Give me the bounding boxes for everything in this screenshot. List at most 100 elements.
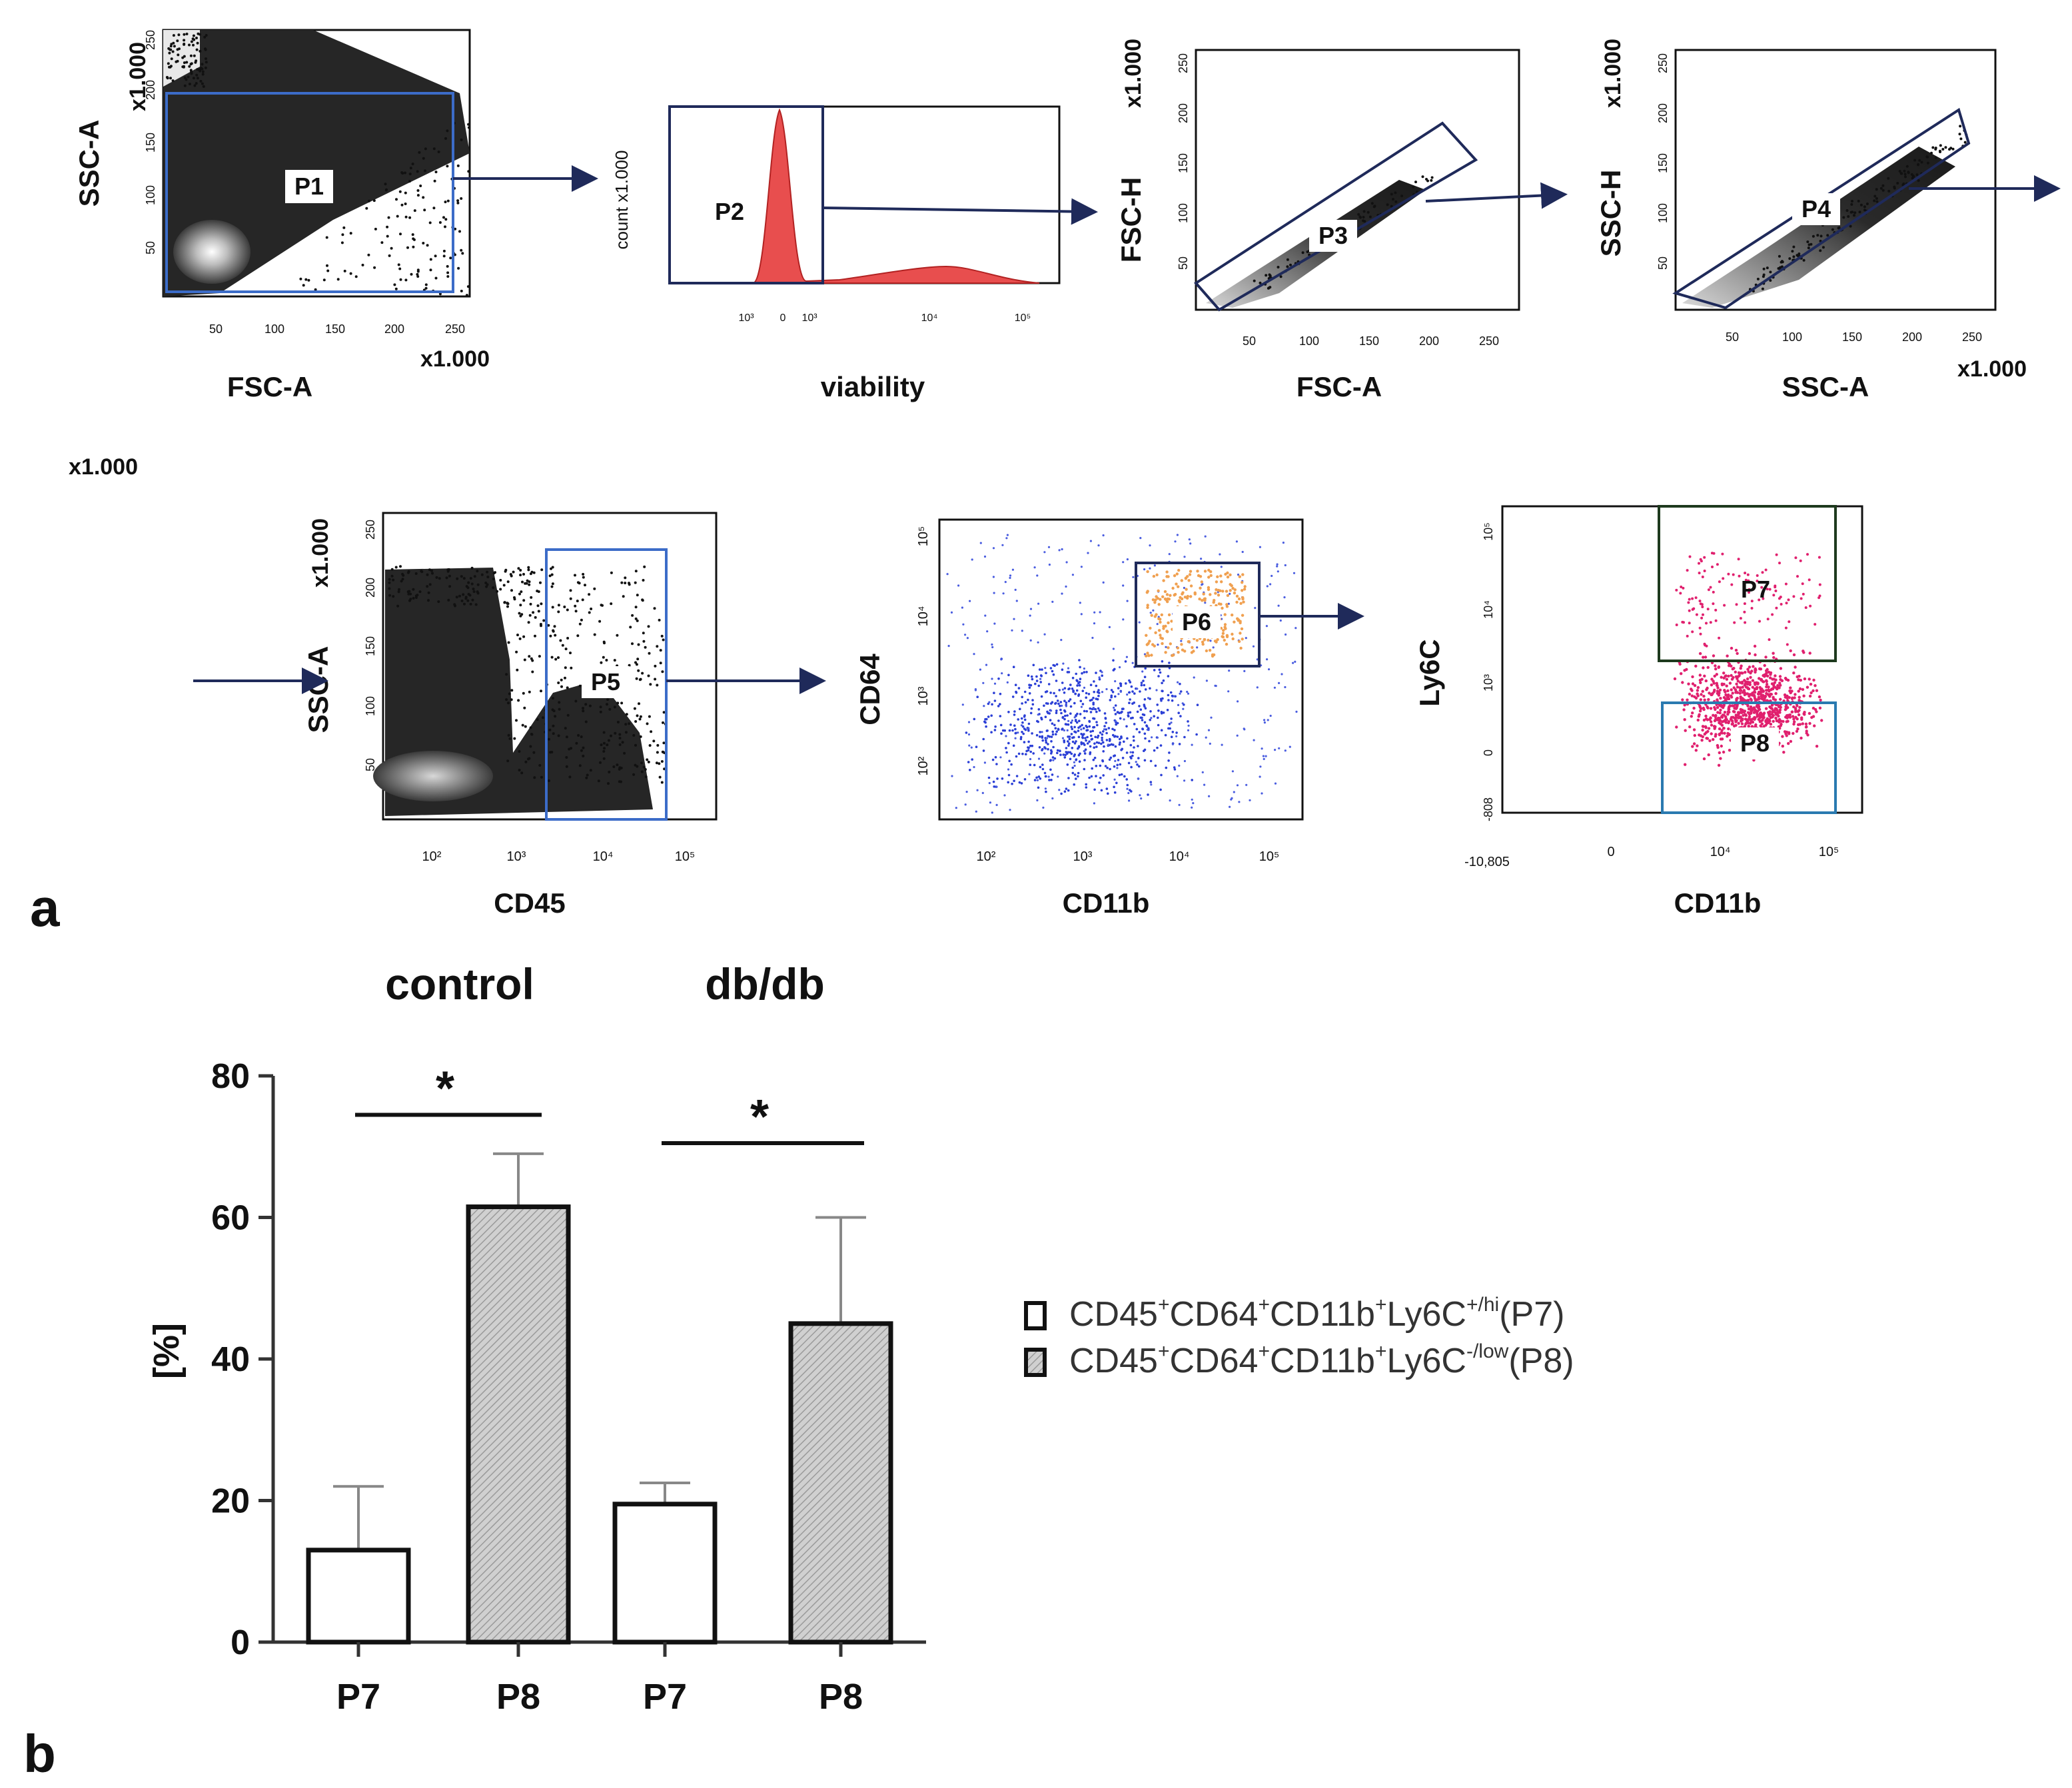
event-dot (610, 602, 613, 606)
event-dot (1050, 735, 1053, 738)
event-dot (428, 583, 432, 586)
event-dot (541, 716, 544, 719)
event-dot (1732, 686, 1736, 689)
event-dot (1186, 690, 1189, 693)
event-dot (1711, 566, 1714, 568)
event-dot (1168, 553, 1171, 556)
event-dot (1278, 747, 1281, 749)
xmult-p1: x1.000 (420, 346, 490, 372)
event-dot (1803, 677, 1807, 681)
event-dot (1728, 664, 1731, 668)
event-dot (1758, 707, 1762, 711)
event-dot (1241, 589, 1244, 592)
event-dot (1004, 581, 1007, 584)
event-dot (1137, 745, 1139, 747)
event-dot (1702, 718, 1706, 722)
event-dot (1762, 680, 1766, 683)
event-dot (1776, 686, 1780, 689)
event-dot (1115, 781, 1118, 785)
event-dot (426, 573, 429, 576)
event-dot (537, 610, 540, 613)
event-dot (1079, 713, 1082, 715)
event-dot (1812, 706, 1815, 710)
event-dot (1113, 755, 1115, 757)
event-dot (518, 637, 522, 640)
event-dot (1075, 672, 1077, 675)
significance-marks: ** (355, 1062, 864, 1145)
event-dot (1160, 613, 1164, 617)
event-dot (540, 568, 544, 572)
event-dot (1145, 643, 1149, 646)
event-dot (1722, 750, 1726, 754)
event-dot (540, 602, 543, 606)
event-dot (460, 139, 463, 141)
event-dot (1100, 742, 1103, 745)
event-dot (523, 706, 526, 709)
event-dot (570, 666, 573, 670)
event-dot (1217, 594, 1221, 597)
event-dot (1712, 590, 1715, 594)
event-dot (974, 688, 977, 691)
x-tick-label: P8 (496, 1677, 540, 1717)
event-dot (183, 55, 186, 58)
event-dot (399, 565, 402, 568)
event-dot (1720, 731, 1724, 735)
xtick-p7-a: -10,805 (1464, 855, 1510, 869)
event-dot (620, 581, 624, 584)
xtick-p1-250: 250 (445, 322, 465, 336)
event-dot (643, 565, 646, 568)
event-dot (1726, 713, 1730, 716)
event-dot (426, 585, 429, 588)
event-dot (1164, 733, 1167, 737)
event-dot (527, 568, 530, 572)
event-dot (1199, 586, 1202, 590)
event-dot (191, 37, 195, 41)
bar-p7 (612, 1502, 718, 1645)
event-dot (1715, 681, 1718, 685)
event-dot (1133, 723, 1136, 725)
event-dot (461, 252, 464, 255)
event-dot (565, 756, 568, 759)
event-dot (1140, 681, 1143, 684)
event-dot (1724, 721, 1728, 724)
event-dot (188, 83, 191, 86)
event-dot (476, 590, 479, 594)
event-dot (1817, 695, 1821, 699)
event-dot (1815, 710, 1818, 713)
event-dot (1879, 187, 1883, 190)
event-dot (1041, 731, 1043, 733)
event-dot (1853, 214, 1855, 217)
event-dot (1113, 668, 1116, 671)
event-dot (1813, 684, 1817, 687)
event-dot (661, 670, 664, 673)
event-dot (991, 811, 993, 814)
event-dot (636, 619, 639, 622)
event-dot (1722, 671, 1726, 675)
event-dot (1095, 697, 1098, 700)
event-dot (1682, 708, 1686, 711)
event-dot (1028, 773, 1031, 775)
event-dot (985, 725, 987, 728)
event-dot (578, 622, 582, 626)
event-dot (602, 640, 606, 644)
event-dot (444, 201, 447, 204)
event-dot (1363, 220, 1366, 223)
event-dot (1079, 699, 1083, 703)
event-dot (1059, 701, 1063, 703)
x-tick-labels: P7 P8 P7 P8 (336, 1642, 863, 1717)
event-dot (1774, 674, 1777, 677)
event-dot (1744, 685, 1748, 689)
event-dot (522, 599, 526, 602)
event-dot (588, 611, 591, 614)
event-dot (1120, 773, 1123, 776)
event-dot (1740, 689, 1743, 692)
event-dot (973, 653, 975, 656)
event-dot (1169, 642, 1173, 646)
event-dot (1719, 704, 1722, 707)
event-dot (1017, 752, 1021, 755)
event-dot (1681, 698, 1684, 701)
event-dot (472, 588, 475, 591)
event-dot (1097, 689, 1100, 691)
event-dot (1109, 756, 1113, 759)
